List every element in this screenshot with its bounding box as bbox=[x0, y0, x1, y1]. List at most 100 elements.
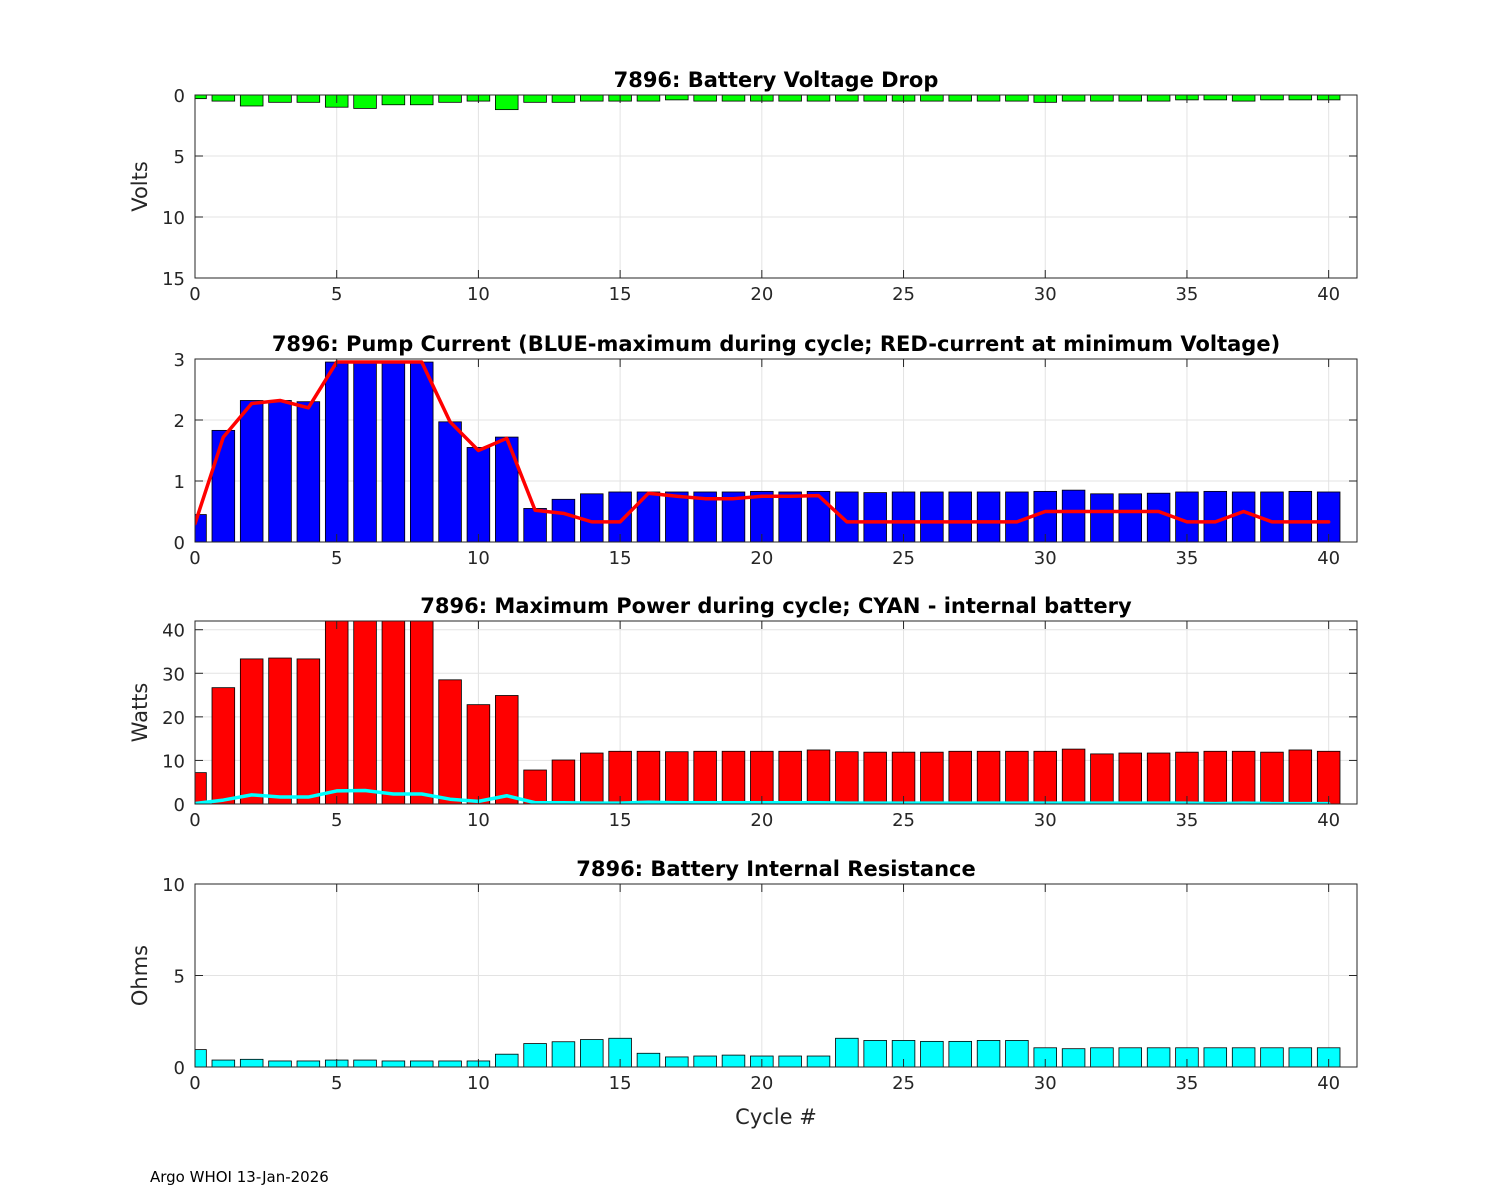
marks-current bbox=[195, 360, 1341, 542]
x-tick-label: 15 bbox=[609, 1073, 632, 1094]
bar bbox=[495, 695, 519, 804]
bar bbox=[636, 1052, 661, 1067]
x-tick-label: 30 bbox=[1034, 548, 1057, 569]
bar bbox=[239, 658, 264, 804]
bar bbox=[353, 621, 377, 804]
bar bbox=[665, 751, 689, 804]
chart-voltage: 0 5 10 15 20 25 30 35 40 0 5 10 15 7896: Battery Volt… bbox=[128, 68, 1358, 305]
bar bbox=[693, 95, 717, 102]
footer-credit: Argo WHOI 13-Jan-2026 bbox=[150, 1168, 329, 1186]
bar bbox=[1203, 95, 1228, 101]
bar bbox=[1118, 493, 1143, 542]
x-tick-label: 20 bbox=[750, 1073, 773, 1094]
bar bbox=[948, 95, 972, 102]
x-tick-label: 15 bbox=[609, 810, 632, 831]
bar bbox=[1316, 1047, 1341, 1067]
bar bbox=[693, 750, 717, 804]
bar bbox=[1090, 493, 1114, 542]
x-tick-label: 30 bbox=[1034, 284, 1057, 305]
bar bbox=[778, 1055, 802, 1067]
bar bbox=[268, 1060, 292, 1067]
bar bbox=[1005, 750, 1029, 804]
chart-title: 7896: Battery Internal Resistance bbox=[576, 857, 976, 881]
bar bbox=[1260, 1047, 1284, 1067]
axes-box bbox=[194, 620, 1358, 805]
y-tick-label: 0 bbox=[174, 533, 185, 554]
bar bbox=[1146, 95, 1171, 102]
bar bbox=[580, 95, 604, 102]
bar bbox=[296, 1060, 321, 1067]
bar bbox=[721, 750, 746, 804]
bar bbox=[665, 95, 689, 101]
bar bbox=[1090, 753, 1114, 804]
x-tick-label: 25 bbox=[892, 1073, 915, 1094]
bar bbox=[381, 95, 406, 106]
x-tick-label: 15 bbox=[609, 284, 632, 305]
bar bbox=[495, 436, 519, 542]
x-tick-label: 5 bbox=[331, 810, 342, 831]
bar bbox=[665, 1056, 689, 1067]
bar bbox=[1061, 489, 1086, 542]
bar bbox=[268, 657, 292, 804]
chart-power: 0 5 10 15 20 25 30 35 40 0 10 20 30 40 7896: Maximum P… bbox=[128, 594, 1358, 831]
bar bbox=[296, 401, 321, 542]
x-tick-label: 20 bbox=[750, 284, 773, 305]
bar bbox=[523, 1043, 547, 1067]
bar bbox=[863, 751, 887, 804]
x-tick-label: 35 bbox=[1175, 548, 1198, 569]
plot-area bbox=[195, 95, 1357, 278]
bar bbox=[948, 750, 972, 804]
y-axis-label: Ohms bbox=[128, 945, 152, 1006]
bar bbox=[409, 621, 434, 804]
bar bbox=[920, 751, 944, 804]
x-tick-label: 0 bbox=[189, 1073, 200, 1094]
x-tick-label: 35 bbox=[1175, 284, 1198, 305]
bar bbox=[1118, 95, 1143, 102]
bar bbox=[1146, 1047, 1171, 1067]
x-tick-label: 0 bbox=[189, 810, 200, 831]
bar bbox=[948, 491, 972, 542]
bar bbox=[438, 1060, 462, 1067]
y-tick-label: 15 bbox=[162, 269, 185, 290]
bar bbox=[551, 95, 576, 103]
bar bbox=[778, 750, 802, 804]
bar bbox=[806, 490, 831, 542]
bar bbox=[608, 1037, 632, 1067]
x-tick-label: 35 bbox=[1175, 810, 1198, 831]
x-tick-label: 25 bbox=[892, 548, 915, 569]
bar bbox=[523, 95, 547, 103]
x-tick-label: 10 bbox=[467, 810, 490, 831]
x-tick-label: 5 bbox=[331, 284, 342, 305]
bar bbox=[721, 491, 746, 542]
bar bbox=[1231, 95, 1256, 102]
bar bbox=[1288, 95, 1313, 101]
series-line bbox=[195, 360, 1331, 526]
bar bbox=[211, 429, 236, 542]
bar bbox=[211, 95, 236, 102]
chart-title: 7896: Maximum Power during cycle; CYAN -… bbox=[420, 594, 1132, 618]
bar bbox=[693, 1055, 717, 1067]
bar bbox=[721, 1054, 746, 1067]
bar bbox=[1231, 750, 1256, 804]
bar bbox=[835, 1037, 859, 1067]
x-tick-label: 40 bbox=[1317, 548, 1340, 569]
bar bbox=[976, 491, 1001, 542]
bar bbox=[835, 491, 859, 542]
x-tick-label: 25 bbox=[892, 284, 915, 305]
bar bbox=[438, 95, 462, 103]
bar bbox=[1288, 1047, 1313, 1067]
y-tick-label: 5 bbox=[174, 967, 185, 988]
y-tick-label: 10 bbox=[162, 208, 185, 229]
bar bbox=[920, 491, 944, 542]
chart-resistance: 0 5 10 15 20 25 30 35 40 0 5 10 7896: Battery Intern… bbox=[128, 857, 1358, 1129]
bar bbox=[353, 1059, 377, 1067]
marks-power bbox=[195, 621, 1341, 804]
bar bbox=[1203, 490, 1228, 542]
y-axis-label: Volts bbox=[128, 161, 152, 212]
bar bbox=[409, 1060, 434, 1067]
bar bbox=[835, 751, 859, 804]
bar bbox=[891, 491, 916, 542]
bar bbox=[835, 95, 859, 102]
bar bbox=[976, 1040, 1001, 1067]
